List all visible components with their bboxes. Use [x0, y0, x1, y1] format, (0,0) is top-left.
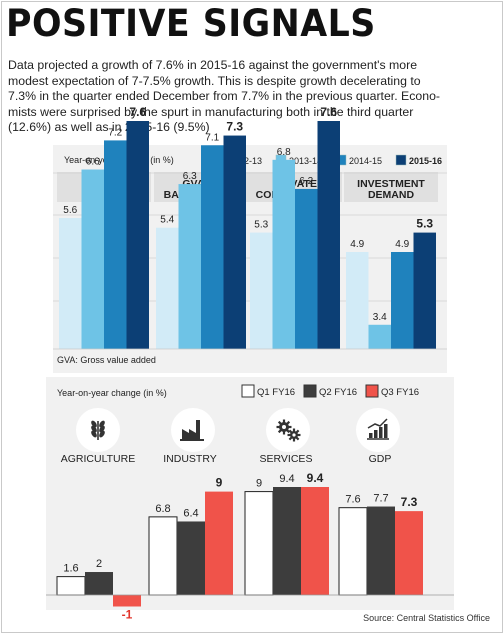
chart2-legend-label: Q2 FY16: [319, 387, 357, 398]
chart1-legend-label: 2014-15: [349, 156, 382, 166]
chart2-value-label: 6.4: [183, 507, 198, 519]
chart1-value-label: 5.3: [416, 217, 433, 231]
chart2-legend-label: Q1 FY16: [257, 387, 295, 398]
chart1-bar: [126, 121, 149, 349]
chart1-value-label: 4.9: [395, 239, 409, 250]
chart1-bar: [317, 121, 340, 349]
chart2-value-label: 2: [96, 558, 102, 570]
chart1-legend-label: 2015-16: [409, 156, 442, 166]
intro-line: (12.6%) as well as in 2015-16 (9.5%): [8, 120, 210, 134]
chart1-value-label: 6.6: [86, 157, 100, 168]
intro-line: 7.3% in the quarter ended December from …: [8, 89, 441, 103]
factory-icon: [180, 439, 204, 441]
chart1-category-header: [344, 172, 438, 202]
chart-icon: [374, 430, 378, 438]
chart2-bar: [85, 572, 113, 595]
chart2-legend-swatch: [365, 384, 379, 398]
chart2-bar: [205, 491, 233, 595]
chart1-bar: [201, 145, 224, 349]
chart2-bar: [56, 576, 86, 596]
chart1-bar: [156, 227, 179, 349]
chart2-value-label: 6.8: [155, 503, 170, 515]
chart2-bar: [395, 511, 423, 595]
chart1-bar: [295, 188, 318, 349]
chart1-note: GVA: Gross value added: [57, 355, 156, 365]
chart2-icon-circle: [356, 408, 400, 452]
chart-icon: [367, 418, 388, 429]
chart2-legend-label: Q3 FY16: [381, 387, 419, 398]
chart1-bar: [346, 252, 369, 349]
chart2-ylabel: Year-on-year change (in %): [57, 388, 167, 398]
chart1-value-label: 3.4: [373, 312, 387, 323]
chart2-value-label: 9: [256, 478, 262, 490]
chart-icon: [384, 424, 388, 438]
chart1-legend-label: 2013-14: [289, 156, 322, 166]
chart1-value-label: 7.6: [320, 105, 337, 119]
chart1-value-label: 7.3: [226, 120, 243, 134]
chart1-value-label: 6.8: [277, 147, 291, 158]
intro-line: Data projected a growth of 7.6% in 2015-…: [8, 58, 418, 72]
page-title: POSITIVE SIGNALS: [6, 2, 376, 45]
chart1-bar: [272, 159, 295, 349]
factory-icon: [182, 420, 200, 439]
wheat-icon: [99, 430, 105, 438]
chart1-category-label: INVESTMENT: [357, 178, 425, 190]
chart-icon: [379, 427, 383, 438]
chart1-value-label: 5.6: [63, 205, 77, 216]
chart1-bar: [81, 169, 104, 349]
wheat-icon: [91, 430, 97, 438]
intro-line: mists were surprised by the spurt in man…: [8, 104, 414, 119]
chart1-bar: [59, 218, 82, 349]
chart1-bar: [391, 252, 414, 349]
intro-paragraph: Data projected a growth of 7.6% in 2015-…: [8, 58, 502, 136]
chart1-category-label: DEMAND: [368, 189, 414, 201]
chart1-legend-swatch: [395, 154, 407, 166]
chart2-bar: [301, 487, 329, 595]
chart1-value-label: 5.3: [254, 220, 268, 231]
chart1-bar: [250, 232, 273, 349]
chart2-category-label: INDUSTRY: [163, 453, 216, 465]
chart1-value-label: 7.1: [205, 132, 219, 143]
chart2-value-label: 9.4: [279, 473, 294, 485]
chart2-bar: [113, 595, 141, 607]
chart2-legend-swatch: [241, 384, 255, 398]
chart2-category-label: SERVICES: [260, 453, 313, 465]
chart1-bar: [104, 140, 127, 349]
chart2-bar: [338, 507, 368, 596]
gears-icon: [282, 425, 286, 429]
intro-line: modest expectation of 7-7.5% growth. Thi…: [8, 73, 421, 88]
chart2-bar: [367, 506, 395, 595]
chart-icon: [369, 433, 373, 438]
chart2-value-label: 7.7: [373, 493, 388, 505]
chart1-bar: [178, 184, 201, 349]
chart2-category-label: GDP: [369, 453, 392, 465]
chart1-value-label: 4.9: [350, 239, 364, 250]
chart1-value-label: 7.2: [108, 127, 122, 138]
chart2-category-label: AGRICULTURE: [61, 453, 135, 465]
chart2-icon-circle: [171, 408, 215, 452]
chart1-bar: [413, 232, 436, 349]
chart2-value-label: 7.6: [345, 494, 360, 506]
chart2-value-label: 9.4: [307, 471, 324, 485]
chart2-value-label: 1.6: [63, 563, 78, 575]
chart2-bar: [177, 521, 205, 595]
chart2-value-label: 7.3: [401, 495, 418, 509]
chart1-value-label: 6.3: [183, 171, 197, 182]
chart2-bar: [148, 516, 178, 596]
source-note: Source: Central Statistics Office: [363, 613, 490, 623]
chart2-bar: [273, 487, 301, 595]
chart1-value-label: 7.6: [129, 105, 146, 119]
chart1-value-label: 6.2: [299, 176, 313, 187]
chart2-legend-swatch: [303, 384, 317, 398]
chart1-value-label: 5.4: [160, 215, 174, 226]
gears-icon: [292, 433, 296, 437]
chart2-value-label: -1: [122, 607, 133, 621]
chart1-bar: [368, 324, 391, 349]
chart2-bar: [244, 491, 274, 596]
chart2-value-label: 9: [216, 476, 223, 490]
chart1-bar: [223, 135, 246, 349]
